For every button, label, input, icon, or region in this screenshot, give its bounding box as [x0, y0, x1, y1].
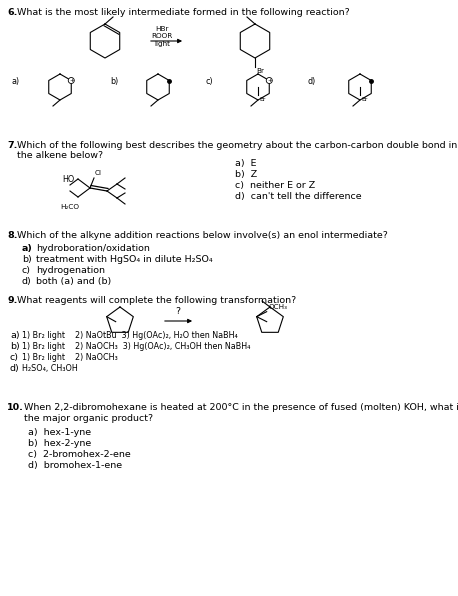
Text: b)  Z: b) Z: [235, 170, 257, 179]
Text: light: light: [154, 41, 170, 47]
Text: +: +: [69, 78, 74, 83]
Text: the major organic product?: the major organic product?: [24, 414, 153, 423]
Text: hydroboration/oxidation: hydroboration/oxidation: [36, 244, 150, 253]
Text: c)  neither E or Z: c) neither E or Z: [235, 181, 315, 190]
Text: treatment with HgSO₄ in dilute H₂SO₄: treatment with HgSO₄ in dilute H₂SO₄: [36, 255, 213, 264]
Text: Which of the alkyne addition reactions below involve(s) an enol intermediate?: Which of the alkyne addition reactions b…: [17, 231, 388, 240]
Text: a): a): [12, 77, 20, 86]
Text: c)  2-bromohex-2-ene: c) 2-bromohex-2-ene: [28, 450, 131, 459]
Text: a)  E: a) E: [235, 159, 256, 168]
Text: c): c): [22, 266, 31, 275]
Circle shape: [266, 77, 272, 83]
Text: +: +: [267, 78, 272, 83]
Text: 1) Br₂ light    2) NaOCH₃: 1) Br₂ light 2) NaOCH₃: [22, 353, 118, 362]
Text: HBr: HBr: [155, 26, 169, 32]
Text: Br: Br: [259, 97, 265, 102]
Text: d): d): [22, 277, 32, 286]
Text: b): b): [110, 77, 118, 86]
Text: a): a): [10, 331, 20, 340]
Text: the alkene below?: the alkene below?: [17, 151, 103, 160]
Text: 1) Br₂ light    2) NaOtBu  3) Hg(OAc)₂, H₂O then NaBH₄: 1) Br₂ light 2) NaOtBu 3) Hg(OAc)₂, H₂O …: [22, 331, 238, 340]
Text: a): a): [22, 244, 33, 253]
Text: c): c): [205, 77, 213, 86]
Text: Which of the following best describes the geometry about the carbon-carbon doubl: Which of the following best describes th…: [17, 141, 457, 150]
Text: Br: Br: [256, 68, 264, 74]
Text: 6.: 6.: [7, 8, 17, 17]
Text: What reagents will complete the following transformation?: What reagents will complete the followin…: [17, 296, 296, 305]
Text: OCH₃: OCH₃: [269, 304, 288, 310]
Text: d)  can't tell the difference: d) can't tell the difference: [235, 192, 362, 201]
Text: 1) Br₂ light    2) NaOCH₃  3) Hg(OAc)₂, CH₃OH then NaBH₄: 1) Br₂ light 2) NaOCH₃ 3) Hg(OAc)₂, CH₃O…: [22, 342, 251, 351]
Text: b): b): [10, 342, 20, 351]
Text: Cl: Cl: [95, 170, 102, 176]
Text: 10.: 10.: [7, 403, 24, 412]
Text: 8.: 8.: [7, 231, 17, 240]
Text: d): d): [308, 77, 316, 86]
Text: H₂SO₄, CH₃OH: H₂SO₄, CH₃OH: [22, 364, 78, 373]
Text: 7.: 7.: [7, 141, 17, 150]
Text: H₂CO: H₂CO: [60, 204, 80, 210]
Text: What is the most likely intermediate formed in the following reaction?: What is the most likely intermediate for…: [17, 8, 350, 17]
Text: hydrogenation: hydrogenation: [36, 266, 105, 275]
Text: a)  hex-1-yne: a) hex-1-yne: [28, 428, 91, 437]
Text: Br: Br: [361, 97, 367, 102]
Text: HO: HO: [62, 175, 74, 184]
Text: When 2,2-dibromohexane is heated at 200°C in the presence of fused (molten) KOH,: When 2,2-dibromohexane is heated at 200°…: [24, 403, 458, 412]
Text: ?: ?: [175, 307, 180, 316]
Text: c): c): [10, 353, 19, 362]
Text: ROOR: ROOR: [152, 33, 173, 39]
Text: d): d): [10, 364, 20, 373]
Text: b): b): [22, 255, 32, 264]
Text: 9.: 9.: [7, 296, 17, 305]
Text: d)  bromohex-1-ene: d) bromohex-1-ene: [28, 461, 122, 470]
Text: b)  hex-2-yne: b) hex-2-yne: [28, 439, 91, 448]
Text: both (a) and (b): both (a) and (b): [36, 277, 111, 286]
Circle shape: [68, 77, 74, 83]
